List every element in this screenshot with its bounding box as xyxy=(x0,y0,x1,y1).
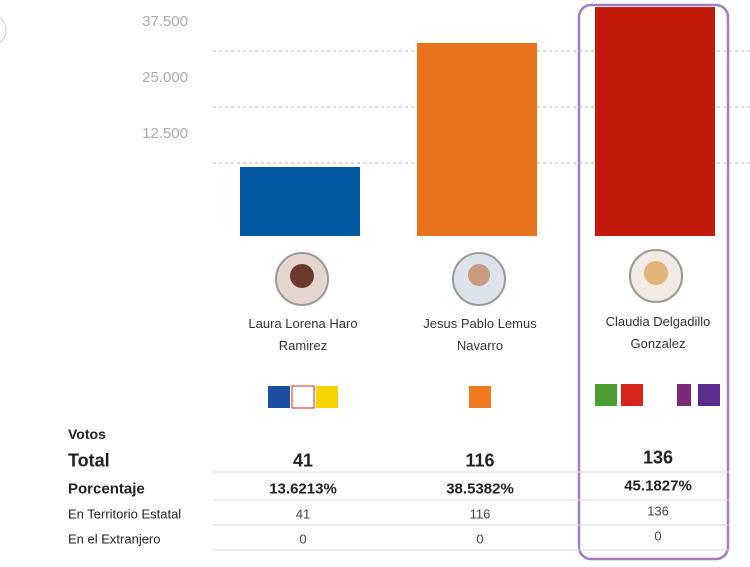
party-logos xyxy=(268,384,720,409)
y-tick-label: 12.500 xyxy=(142,125,188,142)
y-tick-label: 25.000 xyxy=(142,69,188,86)
cell-value: 116 xyxy=(465,450,495,471)
cell-value: 45.1827% xyxy=(624,477,692,495)
candidate-name: Jesus Pablo Lemus Navarro xyxy=(423,316,537,353)
bar xyxy=(417,42,537,236)
photos xyxy=(275,249,683,306)
selected-column xyxy=(577,3,730,561)
candidate-name: Claudia Delgadillo Gonzalez xyxy=(605,314,711,351)
cell-value: 41 xyxy=(295,506,311,522)
cell-value: 136 xyxy=(647,503,669,519)
row-label: Total xyxy=(68,450,110,471)
cell-value: 0 xyxy=(476,531,484,547)
cell-value: 116 xyxy=(469,506,491,522)
row-label: En el Extranjero xyxy=(68,531,161,547)
y-tick-label: 37.500 xyxy=(142,13,188,30)
cell-value: 136 xyxy=(642,447,674,468)
row-label: En Territorio Estatal xyxy=(68,506,182,522)
side-button[interactable] xyxy=(0,14,7,46)
cell-value: 13.6213% xyxy=(269,480,337,498)
bar xyxy=(240,167,360,236)
cell-value: 0 xyxy=(299,531,307,547)
cell-value: 41 xyxy=(292,450,314,471)
cell-value: 38.5382% xyxy=(446,480,514,498)
bar xyxy=(595,7,715,236)
row-label: Porcentaje xyxy=(68,480,145,498)
cell-value: 0 xyxy=(654,528,662,544)
section-label: Votos xyxy=(68,426,106,442)
candidate-name: Laura Lorena Haro Ramirez xyxy=(248,316,358,353)
